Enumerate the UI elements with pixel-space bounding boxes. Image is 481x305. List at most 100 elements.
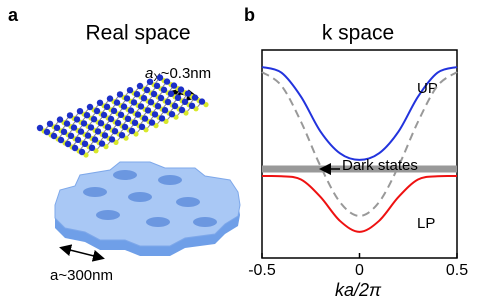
metal-atom: [174, 94, 182, 102]
metal-atom: [140, 95, 148, 102]
panel-label: b: [244, 5, 255, 25]
metal-atom: [76, 108, 84, 115]
curve: [261, 66, 458, 161]
metal-atom: [78, 148, 86, 156]
lattice-label: aX~0.3nm: [145, 65, 211, 84]
metal-atom: [138, 123, 146, 130]
metal-atom: [170, 82, 178, 89]
metal-atom: [123, 95, 131, 102]
metal-atom: [50, 132, 58, 140]
metal-atom: [111, 128, 119, 135]
metal-atom: [73, 116, 81, 123]
panel-a: a Real space a~300nm aX~0.3nm: [8, 5, 241, 284]
metal-atom: [114, 119, 122, 127]
metal-atom: [63, 120, 71, 127]
metal-atom: [191, 94, 199, 101]
lattice-label-rest: ~0.3nm: [161, 65, 211, 82]
metal-atom: [110, 107, 118, 115]
metal-atom: [46, 120, 54, 128]
metal-atom: [107, 115, 115, 123]
metal-atom: [36, 124, 44, 132]
metal-atom: [98, 140, 106, 147]
metal-atom: [128, 127, 136, 135]
slab-top: [54, 161, 241, 247]
metal-atom: [117, 111, 125, 119]
hole: [128, 192, 152, 202]
metal-atom: [157, 94, 165, 102]
metal-atom: [167, 90, 175, 98]
metal-atom: [64, 140, 72, 148]
metal-atom: [163, 78, 171, 85]
metal-atom: [53, 124, 61, 131]
hole: [158, 175, 182, 185]
metal-atom: [154, 103, 162, 110]
hole: [113, 170, 137, 180]
metal-atom: [144, 107, 152, 114]
metal-atom: [104, 124, 112, 131]
metal-atom: [134, 111, 142, 118]
metal-atom: [87, 124, 95, 131]
metal-atom: [146, 78, 154, 86]
hole: [176, 197, 200, 207]
metal-atom: [136, 82, 144, 90]
metal-atom: [150, 90, 158, 98]
metal-atom: [188, 102, 196, 110]
metal-atom: [184, 90, 192, 97]
metal-atom: [164, 98, 172, 106]
metal-atom: [133, 91, 141, 98]
chart-title: k space: [322, 22, 394, 45]
panel-title: Real space: [85, 22, 190, 45]
metal-atom: [153, 82, 161, 90]
metal-atom: [151, 111, 159, 118]
metal-atom: [56, 116, 64, 123]
metal-atom: [126, 87, 134, 94]
metal-atom: [74, 136, 82, 143]
metal-atom: [71, 144, 79, 152]
metal-atom: [90, 116, 98, 123]
metal-atom: [121, 123, 129, 131]
x-tick-label: -0.5: [248, 262, 276, 279]
metal-atom: [43, 128, 51, 136]
metal-atom: [158, 115, 166, 122]
hole: [146, 217, 170, 227]
metal-atom: [181, 98, 189, 106]
photonic-slab: [54, 161, 241, 256]
period-label: a~300nm: [50, 267, 113, 284]
metal-atom: [101, 132, 109, 139]
metal-atom: [108, 136, 116, 143]
metal-atom: [88, 144, 96, 151]
hole: [83, 187, 107, 197]
metal-atom: [177, 86, 185, 93]
metal-atom: [91, 136, 99, 143]
metal-atom: [131, 119, 139, 127]
metal-atom: [60, 128, 68, 135]
curve: [261, 174, 458, 233]
panel-label: a: [8, 5, 19, 25]
metal-atom: [93, 107, 101, 115]
metal-atom: [94, 128, 102, 135]
metal-atom: [168, 111, 176, 118]
metal-atom: [178, 106, 186, 114]
metal-atom: [97, 120, 105, 127]
metal-atom: [141, 115, 149, 122]
metal-atom: [127, 107, 135, 114]
metal-atom: [147, 99, 155, 106]
metal-atom: [86, 103, 94, 111]
metal-atom: [84, 132, 92, 139]
metal-atom: [143, 86, 151, 94]
metal-atom: [160, 86, 168, 94]
metal-atom: [66, 112, 74, 119]
metal-atom: [124, 115, 132, 123]
metal-atom: [130, 99, 138, 106]
curve-label: LP: [417, 215, 435, 232]
metal-atom: [67, 132, 75, 139]
metal-atom: [77, 128, 85, 135]
metal-atom: [80, 120, 88, 127]
metal-atom: [70, 124, 78, 131]
dashed-curve: [261, 71, 458, 217]
metal-atom: [83, 112, 91, 119]
